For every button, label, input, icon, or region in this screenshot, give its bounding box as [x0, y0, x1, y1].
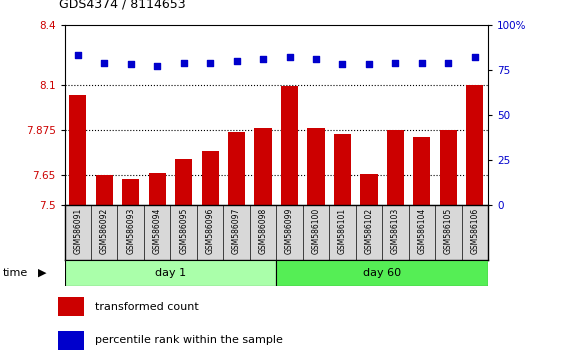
Text: GSM586105: GSM586105 — [444, 208, 453, 254]
Point — [444, 60, 453, 65]
Bar — [276, 260, 488, 286]
Bar — [440, 130, 457, 205]
Point — [232, 58, 241, 64]
Text: GSM586095: GSM586095 — [179, 208, 188, 255]
Point — [153, 63, 162, 69]
Text: GDS4374 / 8114653: GDS4374 / 8114653 — [59, 0, 186, 11]
Bar — [387, 130, 404, 205]
Bar — [58, 331, 84, 350]
Point — [126, 62, 135, 67]
Bar — [360, 174, 378, 205]
Bar — [95, 175, 113, 205]
Text: GSM586101: GSM586101 — [338, 208, 347, 254]
Point — [470, 55, 479, 60]
Text: GSM586097: GSM586097 — [232, 208, 241, 255]
Point — [311, 56, 320, 62]
Bar — [149, 173, 165, 205]
Text: GSM586091: GSM586091 — [73, 208, 82, 254]
Text: GSM586092: GSM586092 — [100, 208, 109, 254]
Text: GSM586093: GSM586093 — [126, 208, 135, 255]
Point — [417, 60, 426, 65]
Bar — [466, 85, 484, 205]
Point — [206, 60, 215, 65]
Text: GSM586098: GSM586098 — [259, 208, 268, 254]
Text: transformed count: transformed count — [95, 302, 199, 312]
Point — [338, 62, 347, 67]
Point — [285, 55, 294, 60]
Bar — [334, 134, 351, 205]
Text: GSM586094: GSM586094 — [153, 208, 162, 255]
Text: time: time — [3, 268, 28, 278]
Point — [179, 60, 188, 65]
Bar — [228, 132, 245, 205]
Bar — [281, 86, 298, 205]
Bar — [201, 151, 219, 205]
Point — [73, 53, 82, 58]
Bar — [58, 297, 84, 316]
Bar — [255, 128, 272, 205]
Point — [100, 60, 109, 65]
Text: GSM586096: GSM586096 — [206, 208, 215, 255]
Text: GSM586102: GSM586102 — [365, 208, 374, 254]
Text: GSM586100: GSM586100 — [311, 208, 320, 254]
Bar — [122, 179, 139, 205]
Bar — [413, 137, 430, 205]
Text: day 60: day 60 — [363, 268, 401, 278]
Bar — [69, 95, 86, 205]
Bar — [307, 128, 325, 205]
Bar — [175, 159, 192, 205]
Text: GSM586099: GSM586099 — [285, 208, 294, 255]
Point — [259, 56, 268, 62]
Text: percentile rank within the sample: percentile rank within the sample — [95, 335, 283, 346]
Text: GSM586104: GSM586104 — [417, 208, 426, 254]
Text: GSM586106: GSM586106 — [470, 208, 479, 254]
Point — [391, 60, 400, 65]
Text: ▶: ▶ — [38, 268, 47, 278]
Text: day 1: day 1 — [155, 268, 186, 278]
Text: GSM586103: GSM586103 — [391, 208, 400, 254]
Point — [365, 62, 374, 67]
Bar — [65, 260, 276, 286]
